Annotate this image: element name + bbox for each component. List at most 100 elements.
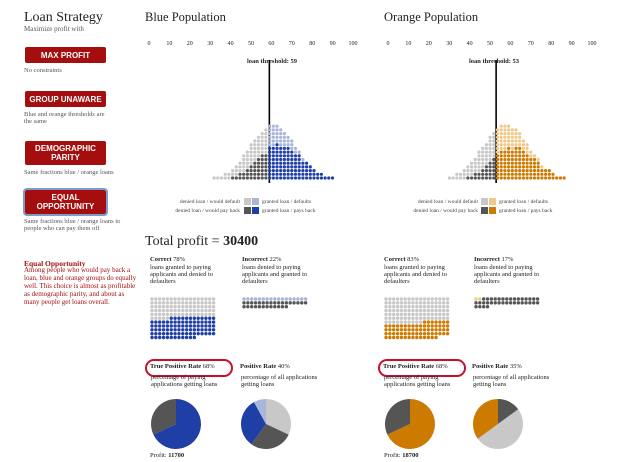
- applicant-dot: [510, 169, 514, 173]
- outcome-dot: [395, 328, 400, 332]
- outcome-dot: [154, 308, 158, 313]
- outcome-dot: [173, 297, 177, 301]
- applicant-dot: [532, 161, 537, 165]
- applicant-dot: [510, 128, 514, 132]
- outcome-dot: [177, 331, 181, 336]
- legend-swatch-light-gray: [244, 198, 251, 205]
- outcome-dot: [150, 305, 154, 309]
- applicant-dot: [507, 143, 511, 147]
- applicant-dot: [514, 146, 518, 150]
- applicant-dot: [544, 169, 548, 173]
- orange-distribution-chart[interactable]: [384, 60, 594, 185]
- explain-text: Among people who would pay back a loan, …: [24, 266, 137, 306]
- axis-tick: 40: [466, 41, 473, 47]
- outcome-dot: [300, 301, 304, 305]
- outcome-dot: [524, 301, 528, 305]
- applicant-dot: [316, 176, 320, 180]
- applicant-dot: [484, 150, 488, 154]
- orange-tpr-heading: True Positive Rate 68%: [383, 363, 448, 370]
- outcome-dot: [395, 301, 400, 305]
- outcome-dot: [169, 301, 173, 305]
- axis-tick: 70: [288, 41, 295, 47]
- outcome-dot: [442, 331, 446, 336]
- applicant-dot: [253, 161, 257, 165]
- applicant-dot: [510, 143, 514, 147]
- applicant-dot: [286, 139, 290, 143]
- orange-incorrect-heading: Incorrect 17%: [474, 256, 514, 263]
- group-unaware-button[interactable]: GROUP UNAWARE: [25, 91, 106, 107]
- outcome-dot: [177, 324, 181, 328]
- max-profit-button[interactable]: MAX PROFIT: [25, 47, 106, 63]
- outcome-dot: [474, 297, 478, 301]
- outcome-dot: [403, 324, 407, 328]
- outcome-dot: [158, 316, 162, 320]
- applicant-dot: [260, 165, 264, 169]
- outcome-dot: [181, 297, 185, 301]
- outcome-dot: [407, 335, 411, 340]
- outcome-dot: [169, 316, 173, 320]
- applicant-dot: [271, 157, 275, 162]
- applicant-dot: [536, 172, 540, 176]
- outcome-dot: [438, 312, 442, 317]
- outcome-dot: [418, 320, 423, 324]
- applicant-dot: [305, 176, 309, 180]
- applicant-dot: [481, 165, 485, 169]
- outcome-dot: [430, 331, 434, 336]
- outcome-dot: [211, 328, 216, 332]
- applicant-dot: [234, 165, 238, 169]
- blue-legend-granted-default: granted loan / defaults: [262, 199, 312, 205]
- applicant-dot: [488, 150, 492, 154]
- outcome-dot: [388, 308, 392, 313]
- outcome-dot: [208, 316, 212, 320]
- outcome-dot: [265, 301, 269, 305]
- outcome-dot: [173, 331, 177, 336]
- sidebar-title: Loan Strategy: [24, 10, 103, 25]
- demographic-parity-button[interactable]: DEMOGRAPHIC PARITY: [25, 141, 106, 165]
- outcome-dot: [399, 312, 404, 317]
- applicant-dot: [264, 143, 268, 147]
- outcome-dot: [478, 301, 482, 305]
- applicant-dot: [256, 165, 261, 169]
- outcome-dot: [395, 297, 400, 301]
- applicant-dot: [518, 150, 522, 154]
- applicant-dot: [495, 132, 500, 136]
- outcome-dot: [438, 324, 442, 328]
- outcome-dot: [430, 320, 434, 324]
- applicant-dot: [477, 169, 481, 173]
- applicant-dot: [499, 139, 503, 143]
- outcome-dot: [184, 335, 189, 340]
- outcome-dot: [177, 335, 181, 340]
- pie-slice: [266, 399, 291, 435]
- max-profit-desc: No constraints: [24, 67, 62, 74]
- outcome-dot: [184, 324, 189, 328]
- equal-opportunity-button[interactable]: EQUAL OPPORTUNITY: [23, 188, 108, 216]
- applicant-dot: [290, 161, 294, 165]
- applicant-dot: [256, 139, 261, 143]
- legend-swatch-blue-light: [252, 198, 259, 205]
- blue-distribution-chart[interactable]: [145, 60, 355, 185]
- outcome-dot: [474, 305, 478, 309]
- applicant-dot: [521, 172, 525, 176]
- pie-slice: [253, 399, 266, 424]
- outcome-dot: [438, 328, 442, 332]
- applicant-dot: [529, 157, 533, 162]
- outcome-dot: [188, 328, 193, 332]
- outcome-dot: [265, 305, 269, 309]
- outcome-dot: [211, 320, 216, 324]
- outcome-dot: [426, 312, 431, 317]
- applicant-dot: [510, 146, 514, 150]
- applicant-dot: [495, 146, 500, 150]
- blue-incorrect-dots: [242, 297, 308, 309]
- outcome-dot: [288, 301, 292, 305]
- applicant-dot: [495, 135, 500, 139]
- applicant-dot: [499, 124, 503, 128]
- applicant-dot: [495, 139, 500, 143]
- outcome-dot: [165, 308, 170, 313]
- applicant-dot: [293, 150, 298, 154]
- outcome-dot: [422, 305, 427, 309]
- outcome-dot: [392, 320, 396, 324]
- applicant-dot: [518, 161, 522, 165]
- outcome-dot: [161, 331, 166, 336]
- outcome-dot: [165, 324, 170, 328]
- outcome-dot: [200, 331, 204, 336]
